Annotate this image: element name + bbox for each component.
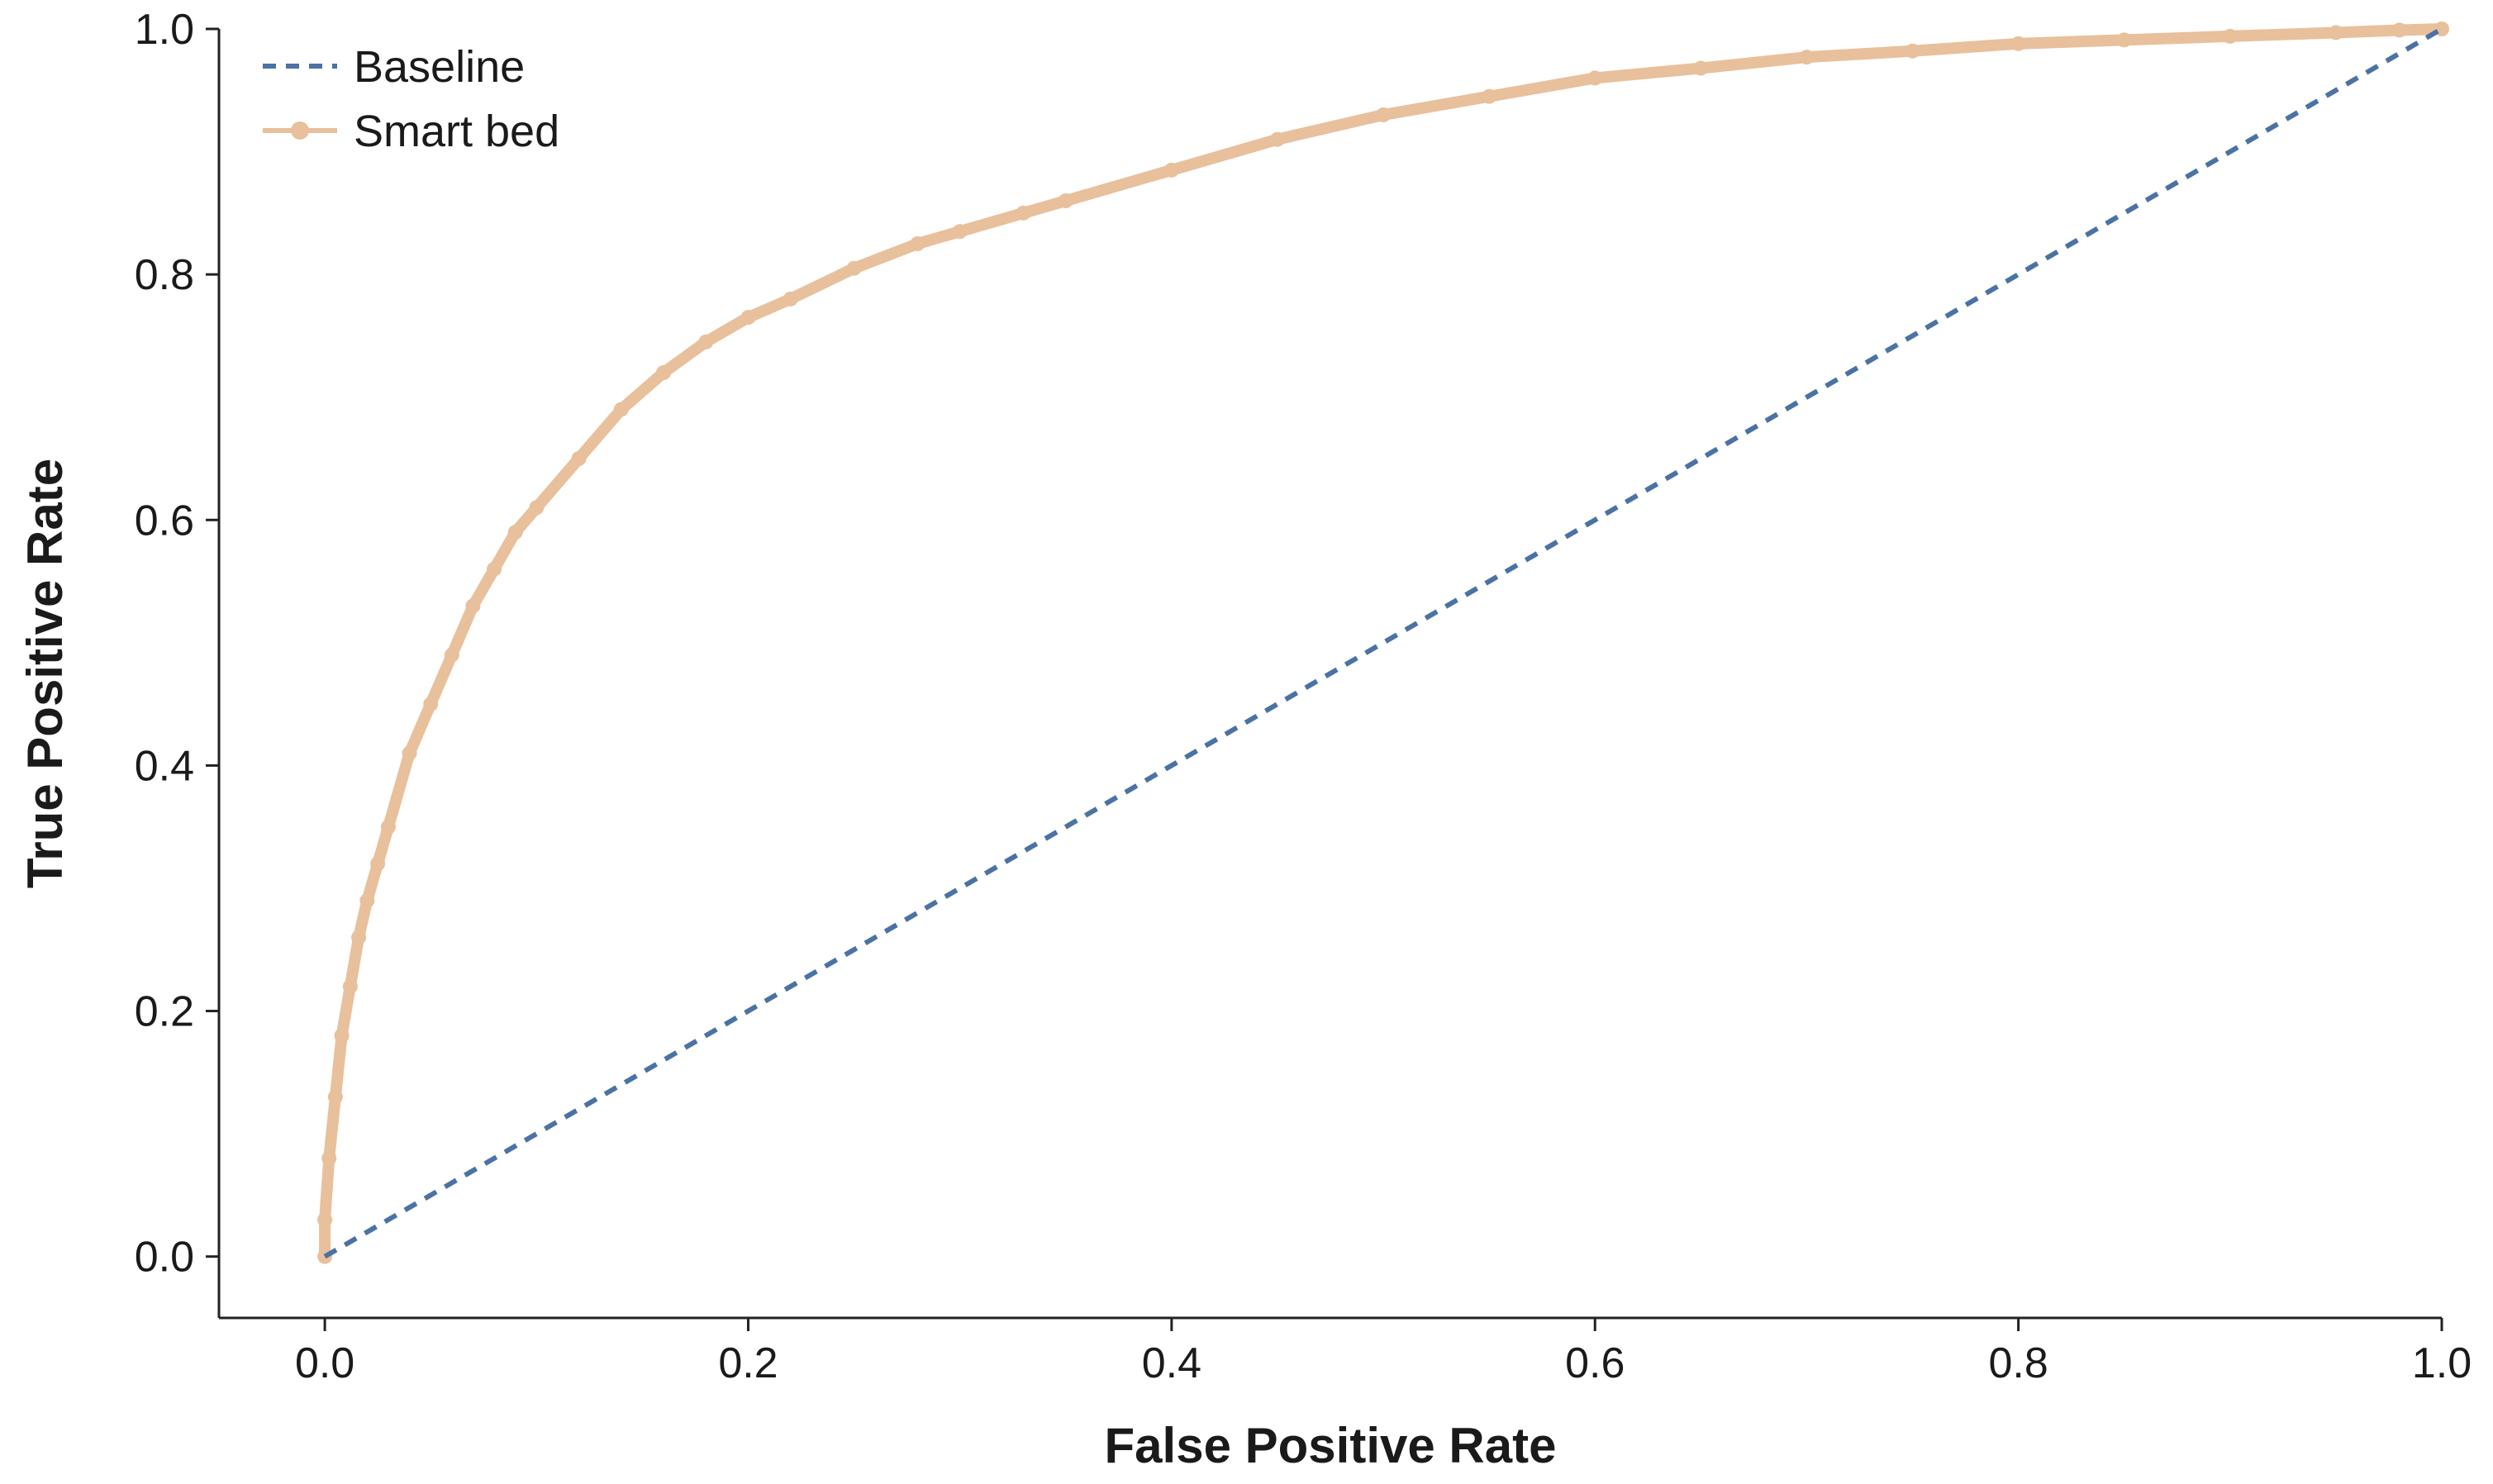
smart-bed-point xyxy=(487,561,502,577)
x-tick-label: 0.8 xyxy=(1988,1339,2048,1387)
smart-bed-point xyxy=(465,598,481,614)
smart-bed-point xyxy=(351,930,367,945)
ticks-layer: 0.0 0.2 0.4 0.6 0.8 1.0 0.0 0.2 0.4 0.6 0.8 1.0 xyxy=(135,6,2472,1387)
smart-bed-point xyxy=(1482,88,1497,104)
smart-bed-point xyxy=(359,892,375,908)
x-tick-label: 0.0 xyxy=(295,1339,354,1387)
smart-bed-point xyxy=(402,745,417,761)
x-tick-label: 0.6 xyxy=(1565,1339,1625,1387)
smart-bed-point xyxy=(1587,70,1603,86)
legend-baseline-label: Baseline xyxy=(354,42,525,92)
y-tick-label: 0.6 xyxy=(135,497,194,545)
smart-bed-point xyxy=(327,1089,343,1105)
smart-bed-point xyxy=(321,1150,337,1166)
x-tick-label: 0.4 xyxy=(1142,1339,1201,1387)
smart-bed-point xyxy=(2116,32,2132,48)
smart-bed-point xyxy=(1163,162,1179,178)
smart-bed-point xyxy=(380,819,396,835)
y-tick-label: 0.0 xyxy=(135,1234,194,1282)
x-tick-label: 0.2 xyxy=(718,1339,778,1387)
smart-bed-point xyxy=(656,365,671,380)
smart-bed-point xyxy=(507,525,523,540)
smart-bed-point xyxy=(334,1028,350,1044)
smart-bed-point xyxy=(1376,107,1392,122)
y-tick-label: 0.8 xyxy=(135,251,194,299)
smart-bed-point xyxy=(846,260,862,276)
y-tick-label: 1.0 xyxy=(135,6,194,54)
legend-smart-bed-marker xyxy=(291,121,309,140)
smart-bed-point xyxy=(1016,205,1031,221)
smart-bed-point xyxy=(698,334,714,350)
smart-bed-point xyxy=(910,236,925,251)
smart-bed-point xyxy=(2222,28,2238,44)
series-layer xyxy=(317,21,2449,1264)
smart-bed-point xyxy=(1905,43,1920,59)
smart-bed-point xyxy=(1693,60,1709,76)
smart-bed-point xyxy=(444,647,459,663)
smart-bed-point xyxy=(740,310,756,326)
baseline-line xyxy=(323,26,2443,1259)
smart-bed-line xyxy=(319,23,2448,1263)
smart-bed-point xyxy=(1269,131,1285,147)
y-tick-label: 0.2 xyxy=(135,988,194,1036)
legend: Baseline Smart bed xyxy=(263,42,559,156)
smart-bed-point xyxy=(1058,193,1073,208)
smart-bed-point xyxy=(2391,22,2407,38)
axes-layer xyxy=(217,29,2442,1320)
smart-bed-point xyxy=(952,224,968,240)
smart-bed-point xyxy=(342,978,358,994)
x-tick-label: 1.0 xyxy=(2412,1339,2472,1387)
y-axis-label: True Positive Rate xyxy=(17,459,73,888)
smart-bed-point xyxy=(317,1212,333,1228)
smart-bed-point xyxy=(2010,36,2026,51)
smart-bed-point xyxy=(423,697,439,712)
smart-bed-point xyxy=(571,451,587,466)
smart-bed-point xyxy=(2328,25,2343,40)
smart-bed-point xyxy=(1799,50,1815,65)
x-axis-label: False Positive Rate xyxy=(1105,1418,1557,1473)
y-tick-label: 0.4 xyxy=(135,742,194,790)
legend-smart-bed-label: Smart bed xyxy=(354,107,559,156)
smart-bed-point xyxy=(529,500,545,516)
smart-bed-point xyxy=(613,402,629,417)
smart-bed-point xyxy=(783,291,798,307)
smart-bed-point xyxy=(370,856,386,872)
